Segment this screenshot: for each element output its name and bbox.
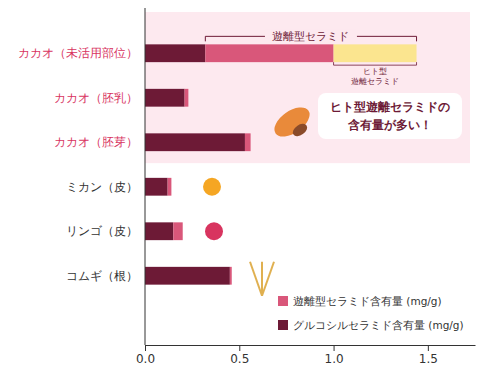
x-tick: 0.5: [230, 345, 249, 366]
category-label: カカオ（未活用部位）: [18, 46, 138, 60]
x-tick-label: 0.5: [230, 352, 249, 366]
bar: [245, 133, 251, 151]
bracket-label-bg: [265, 29, 357, 42]
y-tick: ミカン（皮）: [66, 180, 141, 194]
icon-mikan: [203, 178, 221, 196]
category-label: ミカン（皮）: [66, 180, 138, 194]
y-tick: リンゴ（皮）: [66, 224, 141, 238]
x-tick-mark: [428, 345, 429, 351]
y-axis-line: [145, 8, 146, 345]
x-axis-line: [146, 345, 476, 346]
y-tick: カカオ（胚芽）: [54, 135, 141, 149]
legend-label: 遊離型セラミド含有量 (mg/g): [293, 295, 442, 307]
legend: 遊離型セラミド含有量 (mg/g) グルコシルセラミド含有量 (mg/g): [278, 295, 464, 331]
legend-swatch: [278, 320, 288, 330]
icon-wheat: [250, 262, 262, 296]
legend-swatch: [278, 296, 288, 306]
y-tick: カカオ（胚乳）: [54, 91, 141, 105]
bar: [145, 133, 245, 151]
x-tick: 1.0: [325, 345, 344, 366]
bar: [334, 44, 417, 62]
series-label: ヒト型遊離セラミド: [351, 67, 399, 86]
icon-apple: [205, 222, 223, 240]
x-tick-label: 0.0: [136, 352, 155, 366]
highlight-region: [145, 12, 470, 163]
bar: [185, 89, 189, 107]
category-label: カカオ（胚乳）: [54, 91, 138, 105]
y-tick: カカオ（未活用部位）: [18, 46, 141, 60]
annotation: 遊離型セラミド: [272, 30, 349, 43]
bar: [168, 178, 172, 196]
x-tick-label: 1.0: [325, 352, 344, 366]
bar: [145, 89, 185, 107]
sub-bracket: [334, 62, 417, 65]
icons: [203, 102, 315, 296]
icon-cacao-bean: [291, 121, 310, 138]
bar: [230, 267, 232, 285]
x-tick: 1.5: [419, 345, 438, 366]
bars: [145, 44, 417, 284]
category-label: コムギ（根）: [66, 269, 138, 283]
x-tick-mark: [145, 345, 146, 351]
x-tick-mark: [334, 345, 335, 351]
category-label: リンゴ（皮）: [66, 224, 138, 238]
bar: [145, 44, 205, 62]
icon-wheat: [262, 262, 274, 296]
bar: [145, 178, 168, 196]
x-tick-mark: [239, 345, 240, 351]
chart: 0.0 0.5 1.0 1.5 カカオ（未活用部位） カカオ（胚乳） カカオ（胚芽） ミカン（…: [0, 0, 500, 388]
y-tick: コムギ（根）: [66, 269, 141, 283]
icon-cacao: [269, 102, 314, 143]
legend-label: グルコシルセラミド含有量 (mg/g): [293, 319, 464, 331]
callout-box: [318, 93, 462, 139]
x-tick-label: 1.5: [419, 352, 438, 366]
category-label: カカオ（胚芽）: [54, 135, 138, 149]
y-axis: カカオ（未活用部位） カカオ（胚乳） カカオ（胚芽） ミカン（皮） リンゴ（皮） コムギ（…: [18, 46, 141, 283]
bar: [145, 222, 173, 240]
callout-text: ヒト型遊離セラミドの含有量が多い！: [330, 100, 450, 132]
x-tick: 0.0: [136, 345, 155, 366]
bar: [173, 222, 182, 240]
bar: [145, 267, 230, 285]
x-axis: 0.0 0.5 1.0 1.5: [136, 345, 476, 366]
icon-wheat: [261, 262, 263, 296]
bar: [205, 44, 333, 62]
